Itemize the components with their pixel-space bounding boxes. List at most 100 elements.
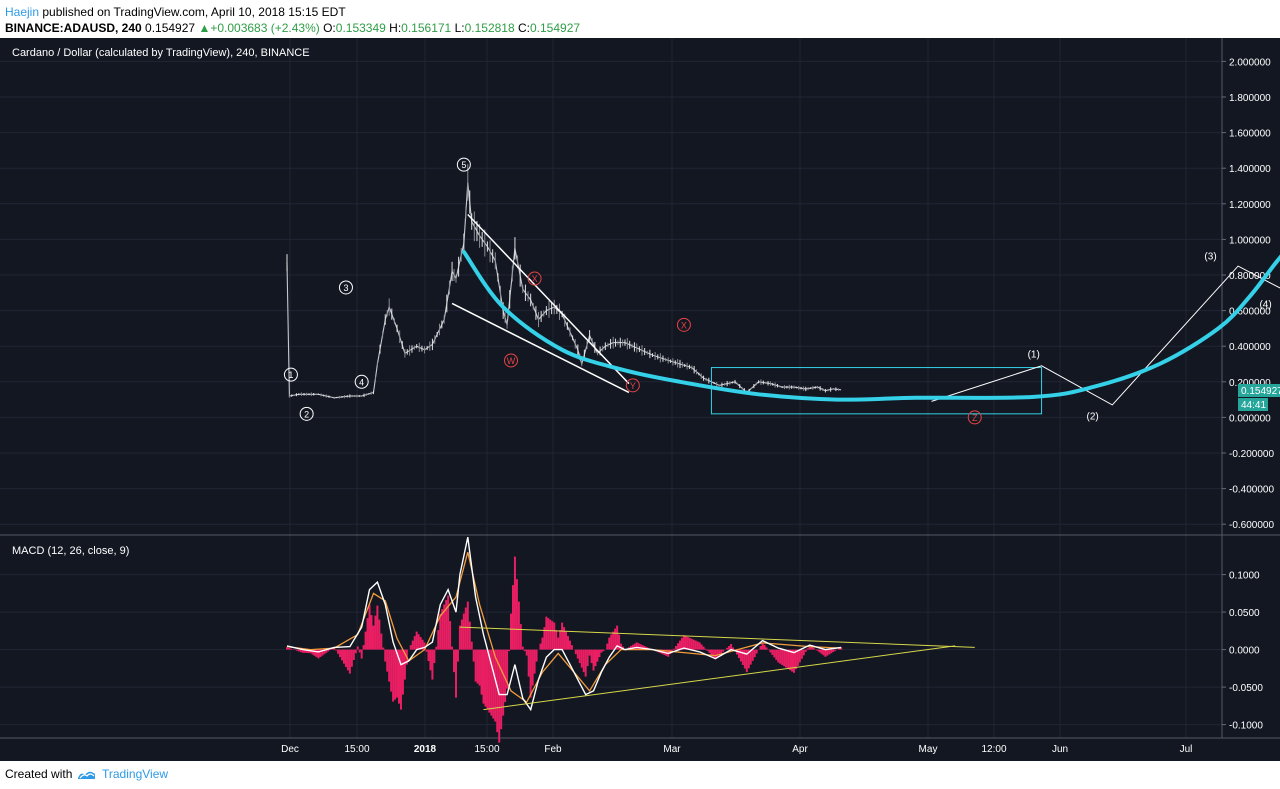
macd-signal-line bbox=[286, 551, 842, 704]
impulse-wave-label-text: 3 bbox=[343, 283, 348, 293]
impulse-wave-label: 4 bbox=[354, 374, 369, 389]
countdown-box bbox=[1238, 398, 1268, 411]
high-label: H: bbox=[389, 21, 402, 35]
impulse-wave-label-text: 5 bbox=[461, 160, 466, 170]
time-axis-tick-label: Jul bbox=[1180, 744, 1193, 755]
impulse-wave-label-circle bbox=[299, 406, 314, 421]
macd-triangle-lower bbox=[483, 645, 956, 711]
tradingview-brand-link[interactable]: TradingView bbox=[102, 767, 169, 781]
correction-wave-label-text: X bbox=[681, 320, 687, 330]
tradingview-logo-icon bbox=[78, 771, 95, 779]
price-axis-tick-label: 1.800000 bbox=[1229, 93, 1271, 104]
macd-axis-tick-label: -0.0500 bbox=[1229, 683, 1263, 694]
wedge-lower-trendline bbox=[451, 302, 630, 394]
low-value: 0.152818 bbox=[464, 21, 515, 35]
macd-axis-tick-label: -0.1000 bbox=[1229, 721, 1263, 732]
price-axis-tick-label: 1.600000 bbox=[1229, 129, 1271, 140]
time-axis-tick-label: Apr bbox=[792, 744, 808, 755]
impulse-wave-label-circle bbox=[338, 280, 353, 295]
price-axis-tick-label: -0.400000 bbox=[1229, 485, 1274, 496]
correction-wave-label-circle bbox=[625, 378, 640, 393]
correction-wave-label-text: Y bbox=[630, 381, 636, 391]
price-tag-box bbox=[1238, 384, 1280, 397]
correction-wave-label: Z bbox=[967, 410, 982, 425]
chart-background bbox=[0, 38, 1280, 761]
created-with-text: Created with bbox=[5, 767, 73, 781]
price-axis-tick-label: 1.000000 bbox=[1229, 235, 1271, 246]
time-axis-tick-label: 2018 bbox=[414, 744, 437, 755]
time-axis[interactable]: Dec 15:00 2018 15:00 Feb Mar Apr May 12:00 Jun Jul bbox=[281, 744, 1192, 755]
time-axis-tick-label: Jun bbox=[1052, 744, 1068, 755]
price-axis-tick-label: -0.600000 bbox=[1229, 520, 1274, 531]
publish-line: Haejin published on TradingView.com, Apr… bbox=[5, 5, 346, 19]
correction-wave-label-text: X bbox=[532, 274, 538, 284]
time-axis-tick-label: 15:00 bbox=[474, 744, 499, 755]
correction-wave-label: W bbox=[504, 353, 519, 368]
impulse-wave-label: 3 bbox=[338, 280, 353, 295]
correction-wave-label-text: W bbox=[507, 356, 516, 366]
impulse-wave-label-text: 1 bbox=[288, 370, 293, 380]
correction-wave-label-circle bbox=[504, 353, 519, 368]
price-axis-tick-label: 0.400000 bbox=[1229, 342, 1271, 353]
macd-pane-title: MACD (12, 26, close, 9) bbox=[12, 545, 129, 557]
publish-header: Haejin published on TradingView.com, Apr… bbox=[0, 0, 1280, 38]
price-tag-value: 0.154927 bbox=[1241, 386, 1280, 397]
macd-triangle-upper bbox=[459, 626, 975, 648]
countdown-value: 44:41 bbox=[1241, 400, 1266, 411]
price-axis-tick-label: 0.000000 bbox=[1229, 413, 1271, 424]
price-axis[interactable]: 2.000000 1.800000 1.600000 1.400000 1.200000… bbox=[1222, 57, 1274, 531]
projected-wave-label: (2) bbox=[1087, 412, 1099, 423]
price-axis-tick-label: 0.600000 bbox=[1229, 307, 1271, 318]
correction-wave-label-circle bbox=[967, 410, 982, 425]
correction-wave-label-circle bbox=[676, 317, 691, 332]
projected-wave-path bbox=[931, 265, 1280, 406]
macd-axis-tick-label: 0.0000 bbox=[1229, 646, 1260, 657]
impulse-wave-label-text: 2 bbox=[304, 409, 309, 419]
high-value: 0.156171 bbox=[401, 21, 452, 35]
correction-wave-label-text: Z bbox=[972, 413, 978, 423]
footer: Created with TradingView bbox=[0, 761, 1280, 789]
author-link[interactable]: Haejin bbox=[5, 5, 40, 19]
impulse-wave-label: 2 bbox=[299, 406, 314, 421]
price-axis-tick-label: 1.400000 bbox=[1229, 164, 1271, 175]
price-axis-tick-label: 0.800000 bbox=[1229, 271, 1271, 282]
up-arrow-icon: ▲ bbox=[198, 21, 211, 35]
price-series bbox=[286, 164, 842, 399]
main-pane-title: Cardano / Dollar (calculated by TradingV… bbox=[12, 47, 310, 59]
time-axis-tick-label: 15:00 bbox=[344, 744, 369, 755]
macd-axis[interactable]: 0.1000 0.0500 0.0000 -0.0500 -0.1000 bbox=[1222, 571, 1263, 732]
close-value: 0.154927 bbox=[530, 21, 581, 35]
time-axis-tick-label: 12:00 bbox=[981, 744, 1006, 755]
close-label: C: bbox=[518, 21, 530, 35]
macd-axis-tick-label: 0.1000 bbox=[1229, 571, 1260, 582]
price-tag: 0.154927 44:41 bbox=[1238, 384, 1280, 411]
chart-canvas[interactable]: 2.000000 1.800000 1.600000 1.400000 1.200000… bbox=[0, 38, 1280, 761]
time-axis-tick-label: May bbox=[919, 744, 938, 755]
macd-axis-tick-label: 0.0500 bbox=[1229, 608, 1260, 619]
open-label: O: bbox=[323, 21, 336, 35]
price-axis-tick-label: 0.200000 bbox=[1229, 378, 1271, 389]
time-axis-tick-label: Mar bbox=[663, 744, 681, 755]
correction-wave-label: X bbox=[676, 317, 691, 332]
time-axis-tick-label: Dec bbox=[281, 744, 299, 755]
correction-wave-label-circle bbox=[527, 271, 542, 286]
wedge-upper-trendline bbox=[467, 213, 630, 385]
macd-line bbox=[286, 536, 842, 712]
published-text: published on TradingView.com, April 10, … bbox=[39, 5, 346, 19]
projected-wave-label: (1) bbox=[1028, 349, 1040, 360]
low-label: L: bbox=[454, 21, 465, 35]
projected-wave-label: (4) bbox=[1259, 299, 1271, 310]
impulse-wave-label-circle bbox=[283, 367, 298, 382]
consolidation-box bbox=[710, 367, 1043, 415]
ohlc-line: BINANCE:ADAUSD, 240 0.154927 ▲+0.003683 … bbox=[5, 21, 580, 35]
impulse-wave-label: 5 bbox=[456, 157, 471, 172]
impulse-wave-label: 1 bbox=[283, 367, 298, 382]
impulse-wave-label-circle bbox=[354, 374, 369, 389]
grid bbox=[0, 38, 1222, 738]
impulse-wave-label-circle bbox=[456, 157, 471, 172]
time-axis-tick-label: Feb bbox=[544, 744, 562, 755]
price-axis-tick-label: -0.200000 bbox=[1229, 449, 1274, 460]
last-price: 0.154927 bbox=[145, 21, 196, 35]
projected-wave-label: (3) bbox=[1204, 251, 1216, 262]
